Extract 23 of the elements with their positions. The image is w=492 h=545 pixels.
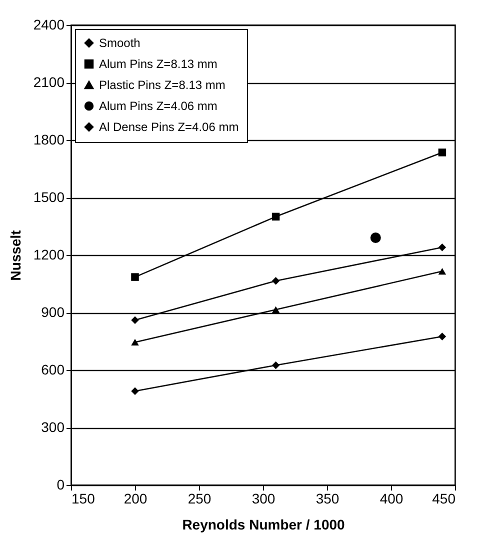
y-tick-label: 0 [56,476,65,492]
x-tick-label: 250 [188,490,212,506]
y-tick-label: 2100 [33,74,65,90]
legend-label: Plastic Pins Z=8.13 mm [99,78,226,92]
y-tick-label: 2400 [33,16,65,32]
x-tick-label: 300 [252,490,276,506]
y-tick-label: 300 [41,419,65,435]
y-tick-label: 600 [41,362,65,378]
y-tick-label: 1800 [33,132,65,148]
x-tick-label: 200 [124,490,148,506]
legend-label: Al Dense Pins Z=4.06 mm [99,120,239,134]
x-tick-label: 400 [380,490,404,506]
y-tick-label: 1500 [33,189,65,205]
y-axis-title: Nusselt [7,230,24,281]
legend-label: Smooth [99,36,140,50]
x-tick-label: 350 [316,490,340,506]
y-tick-label: 900 [41,304,65,320]
legend-label: Alum Pins Z=4.06 mm [99,99,218,113]
x-tick-label: 450 [432,490,456,506]
legend-label: Alum Pins Z=8.13 mm [99,57,218,71]
x-tick-label: 150 [72,490,96,506]
x-axis-title: Reynolds Number / 1000 [182,516,346,532]
y-tick-label: 1200 [33,246,65,262]
